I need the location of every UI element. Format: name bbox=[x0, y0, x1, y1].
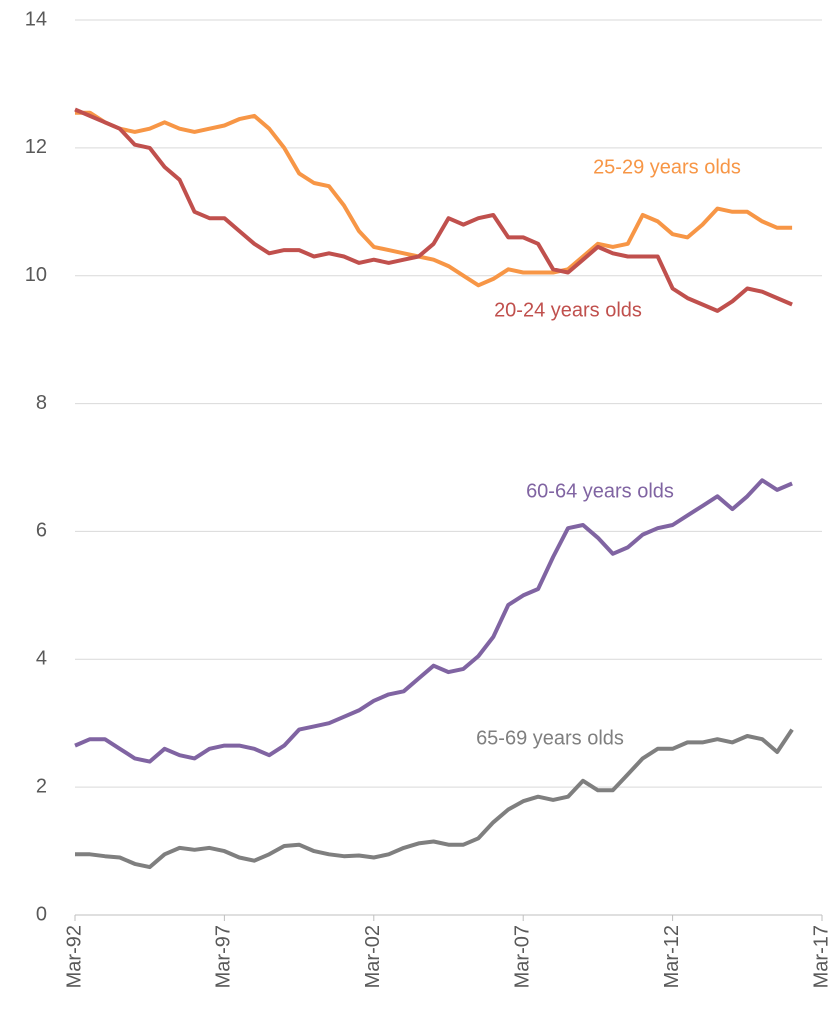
x-tick-label: Mar-02 bbox=[362, 925, 384, 988]
y-tick-label: 8 bbox=[36, 392, 47, 414]
x-tick-label: Mar-17 bbox=[810, 925, 832, 988]
y-tick-label: 12 bbox=[25, 136, 47, 158]
y-tick-label: 6 bbox=[36, 520, 47, 542]
y-tick-label: 14 bbox=[25, 8, 47, 30]
series-label: 25-29 years olds bbox=[593, 156, 741, 178]
y-tick-label: 2 bbox=[36, 775, 47, 797]
y-tick-label: 10 bbox=[25, 264, 47, 286]
series-label: 65-69 years olds bbox=[476, 727, 624, 749]
series-label: 20-24 years olds bbox=[494, 299, 642, 321]
y-tick-label: 0 bbox=[36, 903, 47, 925]
x-tick-label: Mar-12 bbox=[661, 925, 683, 988]
series-label: 60-64 years olds bbox=[526, 480, 674, 502]
series-line bbox=[75, 728, 794, 870]
x-tick-label: Mar-97 bbox=[213, 925, 235, 988]
x-tick-label: Mar-07 bbox=[511, 925, 533, 988]
series-line bbox=[74, 478, 793, 764]
y-tick-label: 4 bbox=[36, 648, 47, 670]
series-line bbox=[74, 107, 793, 313]
series-line bbox=[75, 110, 793, 288]
x-tick-label: Mar-92 bbox=[63, 925, 85, 988]
